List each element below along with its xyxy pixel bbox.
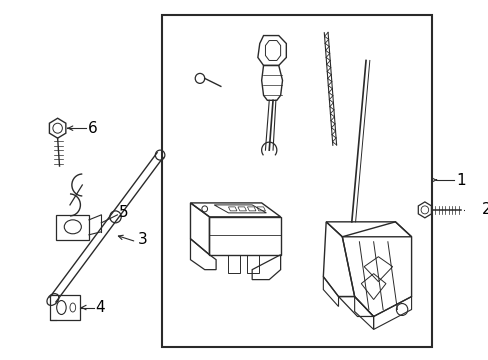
Text: 2: 2 bbox=[481, 202, 488, 217]
Text: 1: 1 bbox=[455, 172, 465, 188]
Bar bbox=[50, 294, 80, 320]
Text: 6: 6 bbox=[88, 121, 98, 136]
Text: 5: 5 bbox=[119, 205, 129, 220]
Bar bbox=[162, 15, 431, 347]
Text: 4: 4 bbox=[95, 300, 105, 315]
Text: 3: 3 bbox=[138, 232, 148, 247]
